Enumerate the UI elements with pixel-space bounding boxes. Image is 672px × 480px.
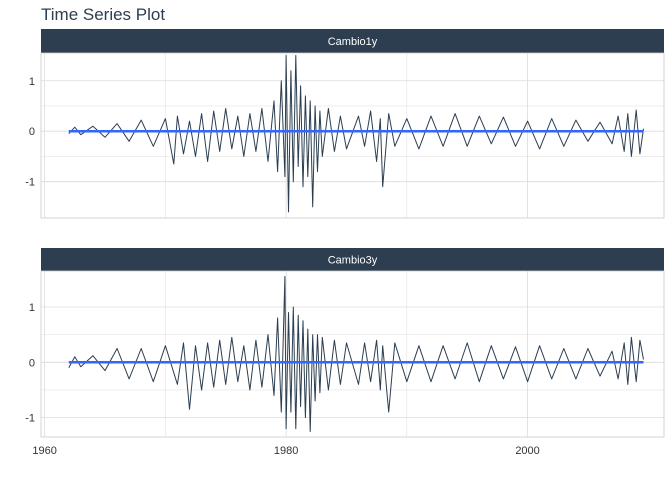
panel-border [40,270,665,438]
facet-strip-label: Cambio1y [328,36,378,48]
y-tick-label: -1 [25,177,35,189]
facet-strip [41,248,664,271]
y-tick-label: 1 [29,302,35,314]
facet-panel-cambio1y: Cambio1y -1 0 1 [25,29,665,219]
series-line-cambio3y [68,276,644,432]
y-tick-label: 1 [29,76,35,88]
x-tick-label: 1980 [274,445,298,457]
series-line-cambio1y [68,55,644,213]
x-tick-label: 2000 [515,445,539,457]
facet-strip [41,29,664,53]
plot-title: Time Series Plot [41,5,166,24]
facet-panel-cambio3y: Cambio3y -1 0 1 [25,248,665,438]
facet-strip-label: Cambio3y [328,255,378,267]
y-tick-label: 0 [29,126,35,138]
panel-border [40,52,665,219]
x-axis: 1960 1980 2000 [32,445,539,457]
y-tick-label: 0 [29,357,35,369]
y-tick-label: -1 [25,413,35,425]
x-tick-label: 1960 [32,445,56,457]
